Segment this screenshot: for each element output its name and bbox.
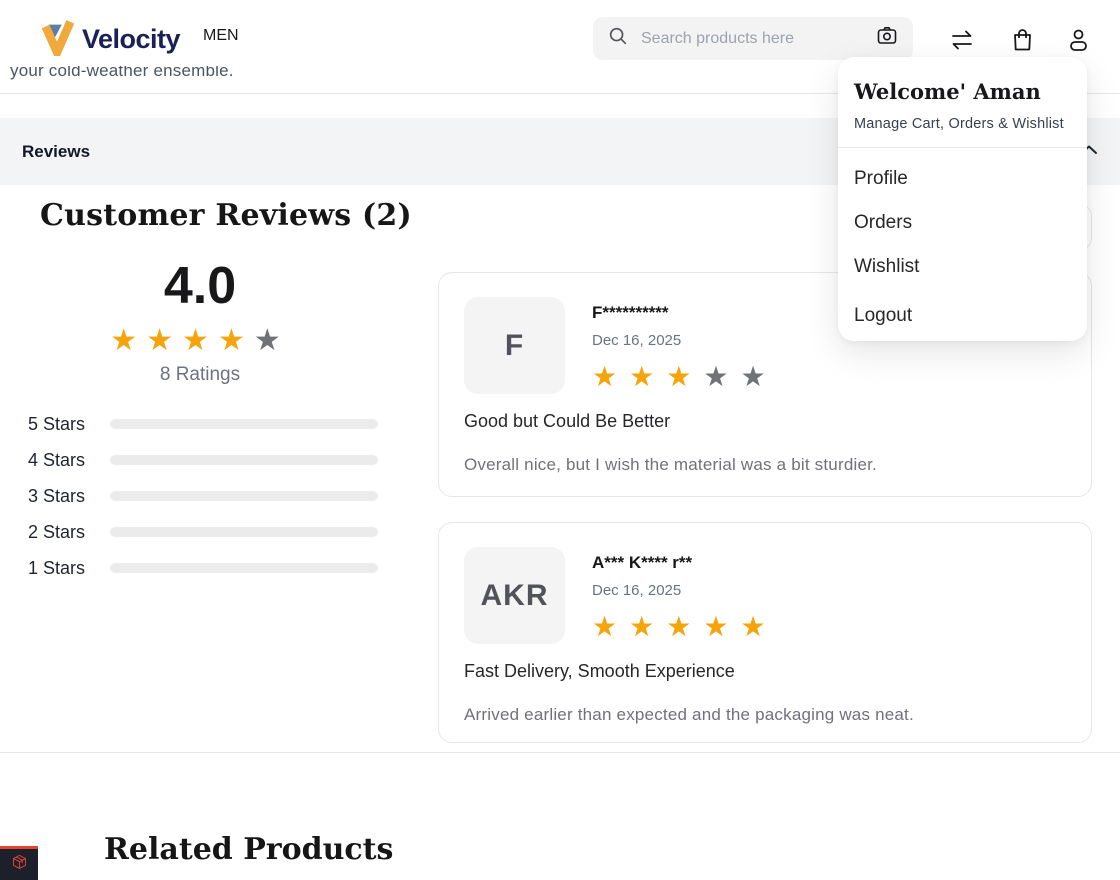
ratings-count: 8 Ratings	[159, 364, 241, 385]
section-divider	[0, 93, 1120, 94]
review-title: Good but Could Be Better	[464, 411, 671, 431]
cart-bag-icon[interactable]	[1008, 26, 1036, 54]
distribution-bar	[109, 455, 378, 465]
review-star-rating: ★★★★★	[592, 361, 778, 392]
brand-wordmark: Velocity	[82, 24, 181, 54]
search-input[interactable]	[641, 29, 863, 48]
reviewer-name: A*** K**** r**	[592, 553, 693, 572]
reviewer-avatar: F	[464, 297, 565, 394]
camera-search-icon[interactable]	[875, 24, 899, 53]
average-star-rating: ★★★★★	[110, 324, 290, 357]
distribution-label: 4 Stars	[28, 449, 86, 470]
user-dropdown-menu: Welcome' Aman Manage Cart, Orders & Wish…	[838, 57, 1087, 341]
reviews-accordion-label: Reviews	[22, 141, 91, 161]
distribution-row-4: 4 Stars	[28, 442, 378, 478]
review-star-rating: ★★★★★	[592, 611, 778, 642]
compare-icon[interactable]	[948, 26, 976, 54]
menu-item-wishlist[interactable]: Wishlist	[854, 256, 920, 277]
search-icon	[607, 25, 629, 52]
review-card: AKR A*** K**** r** Dec 16, 2025 ★★★★★ Fa…	[438, 522, 1092, 743]
distribution-bar	[109, 563, 378, 573]
user-profile-icon[interactable]	[1064, 26, 1092, 54]
header: Velocity MEN	[0, 0, 1120, 66]
distribution-bar	[109, 527, 378, 537]
customer-reviews-heading: Customer Reviews (2)	[40, 198, 412, 233]
distribution-row-5: 5 Stars	[28, 406, 378, 442]
rating-summary: 4.0 ★★★★★ 8 Ratings	[40, 258, 360, 386]
distribution-label: 3 Stars	[28, 485, 86, 506]
average-rating-value: 4.0	[163, 257, 237, 315]
search-bar[interactable]	[593, 17, 913, 60]
brand-logo[interactable]: Velocity	[40, 18, 181, 63]
distribution-row-3: 3 Stars	[28, 478, 378, 514]
menu-item-logout[interactable]: Logout	[854, 305, 913, 326]
review-body: Arrived earlier than expected and the pa…	[464, 705, 914, 724]
distribution-label: 2 Stars	[28, 521, 86, 542]
menu-item-profile[interactable]: Profile	[854, 168, 908, 189]
nav-item-men[interactable]: MEN	[203, 27, 239, 44]
review-date: Dec 16, 2025	[592, 332, 682, 349]
reviewer-name: F**********	[592, 303, 669, 322]
section-divider	[0, 752, 1120, 753]
review-date: Dec 16, 2025	[592, 582, 682, 599]
laravel-logo-icon	[10, 853, 29, 877]
distribution-row-1: 1 Stars	[28, 550, 378, 586]
velocity-logo-icon	[40, 18, 76, 63]
menu-item-orders[interactable]: Orders	[854, 212, 913, 233]
review-body: Overall nice, but I wish the material wa…	[464, 455, 877, 474]
reviewer-avatar: AKR	[464, 547, 565, 644]
review-title: Fast Delivery, Smooth Experience	[464, 661, 735, 681]
welcome-text: Welcome' Aman	[854, 79, 1041, 104]
distribution-label: 5 Stars	[28, 413, 86, 434]
distribution-label: 1 Stars	[28, 557, 86, 578]
related-products-heading: Related Products	[104, 832, 394, 867]
debugbar-toggle-button[interactable]	[0, 846, 38, 880]
rating-distribution: 5 Stars 4 Stars 3 Stars 2 Stars 1 Stars	[28, 406, 378, 586]
welcome-subtitle: Manage Cart, Orders & Wishlist	[854, 116, 1064, 132]
distribution-bar	[109, 491, 378, 501]
distribution-row-2: 2 Stars	[28, 514, 378, 550]
distribution-bar	[109, 419, 378, 429]
menu-divider	[838, 147, 1087, 148]
